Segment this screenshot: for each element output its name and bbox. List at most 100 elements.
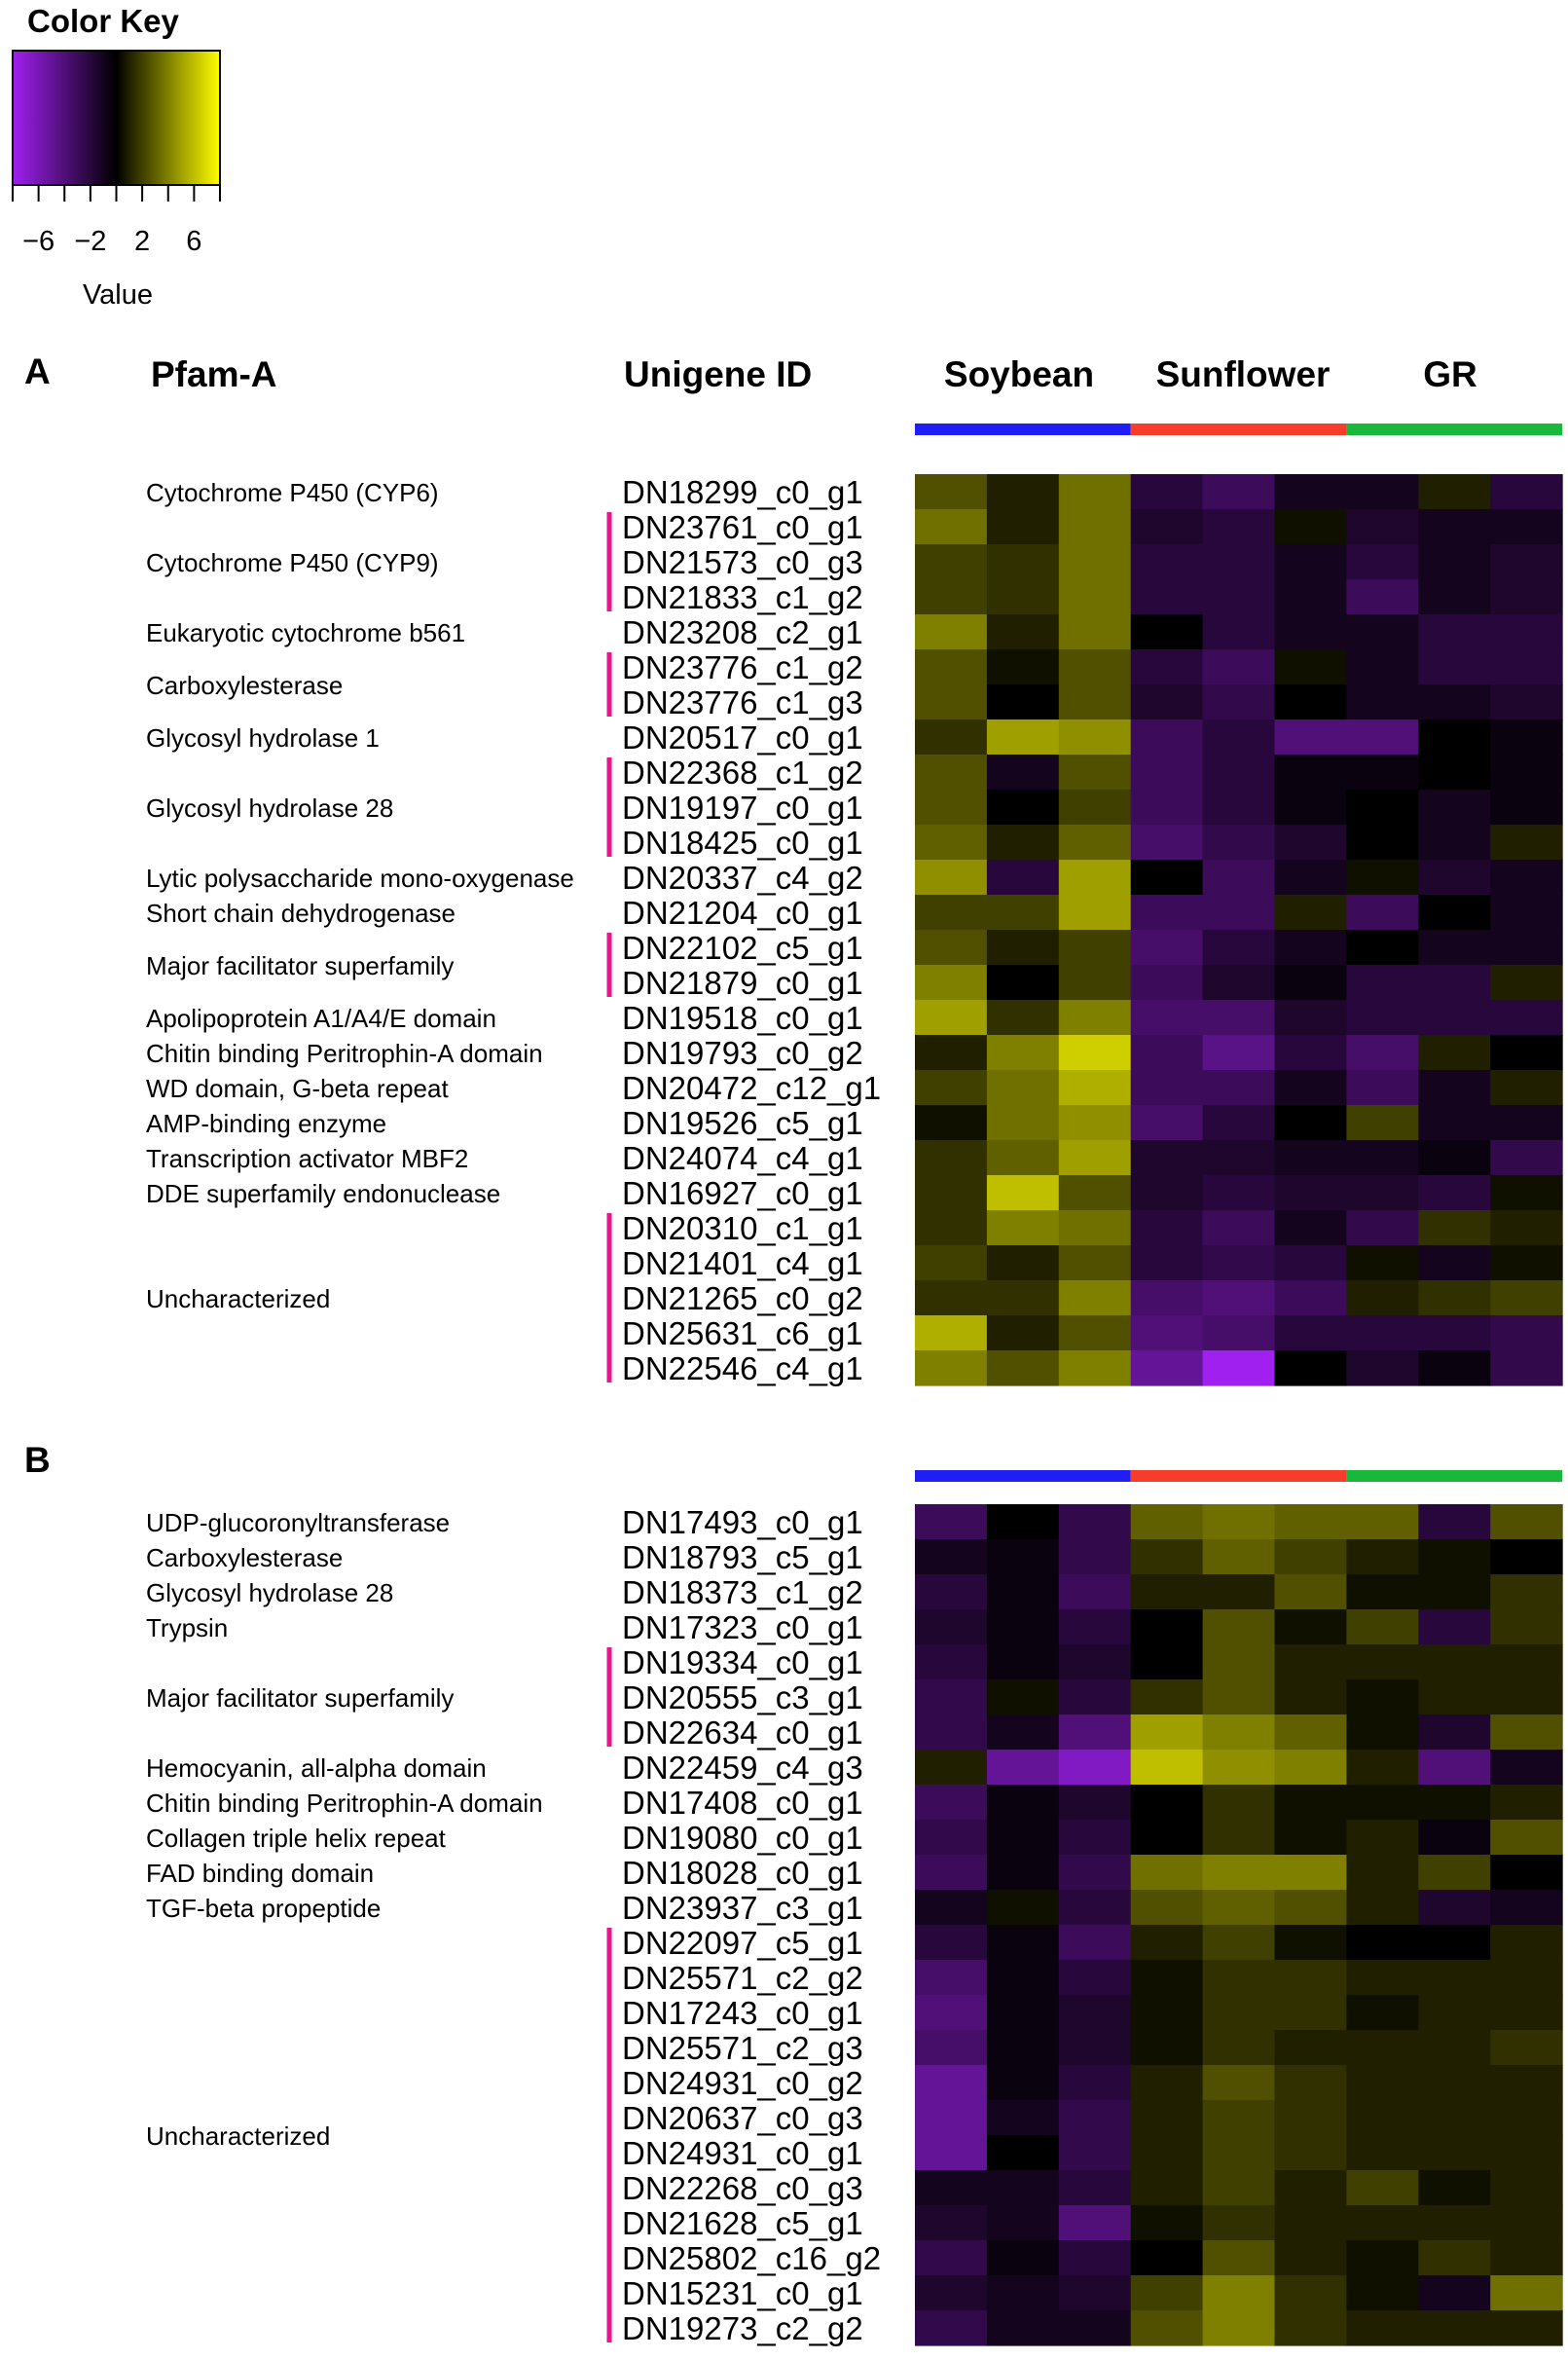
unigene-id-label: DN18425_c0_g1 bbox=[622, 825, 863, 861]
heatmap-cell bbox=[1130, 895, 1204, 931]
heatmap-cell bbox=[1202, 860, 1276, 896]
heatmap-cell bbox=[1274, 1574, 1347, 1610]
heatmap-cell bbox=[1346, 2240, 1419, 2276]
heatmap-cell bbox=[915, 1035, 988, 1071]
heatmap-cell bbox=[1274, 895, 1347, 931]
heatmap-cell bbox=[1058, 2240, 1132, 2276]
heatmap-cell bbox=[1058, 860, 1132, 896]
unigene-id-label: DN25571_c2_g2 bbox=[622, 1960, 863, 1996]
color-key-title: Color Key bbox=[27, 3, 180, 39]
heatmap-cell bbox=[1058, 1035, 1132, 1071]
unigene-id-label: DN16927_c0_g1 bbox=[622, 1175, 863, 1211]
heatmap-cell bbox=[1490, 649, 1563, 685]
heatmap-cell bbox=[1058, 1315, 1132, 1351]
heatmap-cell bbox=[1130, 1070, 1204, 1106]
heatmap-cell bbox=[1130, 1855, 1204, 1891]
heatmap-cell bbox=[1346, 930, 1419, 966]
heatmap-cell bbox=[1058, 1960, 1132, 1996]
heatmap-cell bbox=[1058, 684, 1132, 720]
heatmap-cell bbox=[986, 1960, 1060, 1996]
heatmap-cell bbox=[1490, 965, 1563, 1001]
heatmap-cell bbox=[1202, 544, 1276, 580]
heatmap-cell bbox=[1418, 1609, 1491, 1645]
heatmap-cell bbox=[1202, 755, 1276, 791]
heatmap-cell bbox=[1418, 930, 1491, 966]
pfam-annotation-label: Carboxylesterase bbox=[146, 1543, 343, 1572]
heatmap-cell bbox=[986, 2065, 1060, 2101]
heatmap-cell bbox=[986, 755, 1060, 791]
heatmap-cell bbox=[1058, 1070, 1132, 1106]
heatmap-cell bbox=[915, 1245, 988, 1281]
heatmap-cell bbox=[986, 1644, 1060, 1680]
heatmap-cell bbox=[915, 1750, 988, 1786]
heatmap-cell bbox=[1130, 1035, 1204, 1071]
heatmap-cell bbox=[1058, 579, 1132, 615]
heatmap-cell bbox=[1058, 1245, 1132, 1281]
heatmap-cell bbox=[1346, 1280, 1419, 1316]
heatmap-cell bbox=[986, 2030, 1060, 2066]
unigene-id-label: DN21879_c0_g1 bbox=[622, 965, 863, 1001]
heatmap-cell bbox=[915, 614, 988, 650]
heatmap-cell bbox=[1490, 895, 1563, 931]
heatmap-cell bbox=[1418, 1995, 1491, 2031]
heatmap-cell bbox=[1274, 965, 1347, 1001]
color-key-tick-label: 2 bbox=[134, 226, 150, 257]
heatmap-cell bbox=[1202, 1574, 1276, 1610]
heatmap-cell bbox=[1274, 684, 1347, 720]
heatmap-cell bbox=[1130, 1350, 1204, 1386]
group-bar-gr bbox=[1346, 424, 1563, 435]
heatmap-cell bbox=[1346, 1574, 1419, 1610]
heatmap-cell bbox=[1490, 2170, 1563, 2206]
heatmap-cell bbox=[1490, 474, 1563, 510]
heatmap-cell bbox=[1490, 614, 1563, 650]
heatmap-cell bbox=[986, 1280, 1060, 1316]
heatmap-cell bbox=[1274, 1679, 1347, 1715]
color-key-tick-label: −6 bbox=[22, 226, 55, 257]
unigene-id-label: DN24074_c4_g1 bbox=[622, 1140, 863, 1176]
heatmap-cell bbox=[915, 1280, 988, 1316]
heatmap-cell bbox=[1058, 755, 1132, 791]
heatmap-cell bbox=[915, 684, 988, 720]
group-label-soybean: Soybean bbox=[944, 354, 1094, 394]
heatmap-cell bbox=[1418, 965, 1491, 1001]
heatmap-cell bbox=[1274, 2065, 1347, 2101]
heatmap-cell bbox=[1202, 895, 1276, 931]
heatmap-cell bbox=[1418, 2170, 1491, 2206]
heatmap-cell bbox=[986, 1609, 1060, 1645]
heatmap-cell bbox=[1130, 930, 1204, 966]
heatmap-cell bbox=[1058, 2065, 1132, 2101]
heatmap-cell bbox=[1058, 1750, 1132, 1786]
heatmap-cell bbox=[915, 2170, 988, 2206]
heatmap-cell bbox=[1274, 1000, 1347, 1036]
unigene-id-label: DN19526_c5_g1 bbox=[622, 1105, 863, 1141]
heatmap-cell bbox=[1130, 1820, 1204, 1856]
heatmap-cell bbox=[1490, 719, 1563, 756]
heatmap-cell bbox=[915, 895, 988, 931]
heatmap-cell bbox=[1130, 1210, 1204, 1246]
pfam-annotation-label: Glycosyl hydrolase 28 bbox=[146, 793, 393, 823]
heatmap-cell bbox=[1274, 719, 1347, 756]
unigene-id-label: DN22268_c0_g3 bbox=[622, 2170, 863, 2206]
heatmap-cell bbox=[915, 2100, 988, 2136]
heatmap-cell bbox=[1346, 2030, 1419, 2066]
heatmap-cell bbox=[1202, 1609, 1276, 1645]
pfam-annotation-label: Collagen triple helix repeat bbox=[146, 1824, 447, 1853]
heatmap-cell bbox=[1058, 2100, 1132, 2136]
heatmap-cell bbox=[1274, 755, 1347, 791]
heatmap-cell bbox=[1202, 1890, 1276, 1926]
heatmap-cell bbox=[1202, 1350, 1276, 1386]
heatmap-cell bbox=[1346, 1245, 1419, 1281]
heatmap-cell bbox=[1346, 1105, 1419, 1141]
heatmap-cell bbox=[1058, 2205, 1132, 2241]
panel-a-letter: A bbox=[24, 351, 51, 391]
heatmap-cell bbox=[1418, 2205, 1491, 2241]
pfam-annotation-label: AMP-binding enzyme bbox=[146, 1109, 386, 1138]
heatmap-cell bbox=[1058, 2275, 1132, 2311]
unigene-id-label: DN17493_c0_g1 bbox=[622, 1504, 863, 1540]
heatmap-cell bbox=[1058, 1210, 1132, 1246]
heatmap-cell bbox=[1490, 1140, 1563, 1176]
heatmap-cell bbox=[1346, 1350, 1419, 1386]
heatmap-cell bbox=[1274, 2100, 1347, 2136]
heatmap-cell bbox=[986, 1679, 1060, 1715]
unigene-id-label: DN20517_c0_g1 bbox=[622, 719, 863, 756]
